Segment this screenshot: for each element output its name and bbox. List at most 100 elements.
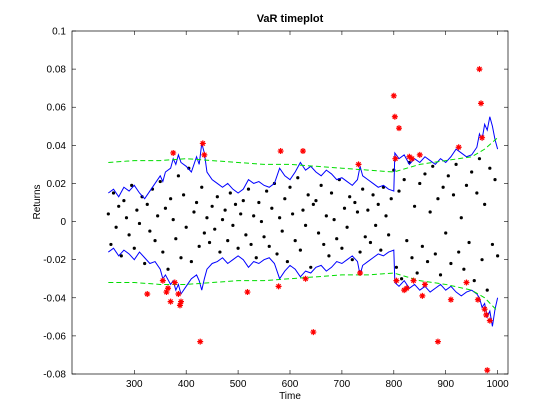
data-point [420, 244, 424, 248]
data-point [210, 204, 214, 208]
data-point [179, 256, 183, 260]
data-point [446, 174, 450, 178]
violation-marker [277, 148, 284, 155]
data-point [361, 187, 365, 191]
data-point [475, 191, 479, 195]
data-point [405, 239, 409, 243]
x-axis-label: Time [279, 391, 301, 402]
data-point [324, 214, 328, 218]
data-point [353, 200, 357, 205]
axes-box [71, 30, 509, 375]
data-point [348, 195, 352, 199]
violation-marker [299, 148, 306, 155]
data-point [436, 197, 440, 201]
violation-marker [455, 144, 462, 151]
y-tick-label: 0.08 [47, 65, 67, 76]
data-point [262, 235, 266, 239]
data-point [368, 240, 373, 245]
data-point [327, 254, 331, 258]
data-point [438, 273, 443, 277]
data-point [423, 172, 427, 176]
violation-marker [479, 134, 486, 141]
violation-marker [392, 155, 399, 162]
data-point [467, 240, 471, 245]
y-tick-label: 0 [60, 217, 66, 228]
data-point [130, 183, 134, 187]
data-point [431, 164, 435, 168]
violation-marker [144, 290, 151, 297]
data-point [119, 254, 123, 258]
y-tick-label: -0.08 [43, 370, 66, 381]
y-axis-label: Returns [32, 184, 43, 219]
data-point [156, 214, 160, 218]
data-point [376, 202, 380, 207]
violation-marker [163, 289, 170, 296]
data-point [389, 197, 393, 201]
data-point [265, 189, 269, 193]
data-point [444, 231, 448, 235]
data-point [345, 225, 349, 229]
data-point [241, 198, 245, 203]
violation-marker [447, 296, 454, 303]
violation-marker [483, 311, 490, 318]
data-point [311, 202, 315, 207]
violation-marker [357, 270, 364, 277]
data-point [451, 193, 456, 197]
chart-title: VaR timeplot [257, 13, 324, 25]
violation-marker [167, 298, 174, 305]
violation-marker [159, 277, 166, 284]
data-point [303, 223, 308, 227]
data-point [223, 208, 227, 212]
data-point [470, 170, 474, 174]
data-point [267, 244, 271, 248]
data-point [342, 206, 347, 210]
data-point [457, 250, 461, 254]
y-tick-label: -0.06 [43, 331, 66, 342]
data-point [114, 225, 118, 229]
data-point [194, 200, 199, 205]
data-point [425, 259, 430, 264]
violation-marker [178, 298, 184, 305]
data-point [244, 233, 248, 237]
violation-marker [463, 279, 470, 286]
data-point [399, 277, 404, 281]
violation-marker [197, 338, 204, 345]
data-point [275, 252, 279, 256]
data-point [106, 212, 110, 216]
data-point [192, 210, 196, 214]
data-point [254, 256, 258, 260]
violation-marker [302, 275, 309, 282]
data-point [449, 261, 453, 266]
data-point [464, 183, 469, 187]
data-point [278, 216, 282, 220]
violation-marker [401, 287, 408, 294]
data-point [148, 229, 152, 233]
dashed-line [108, 272, 498, 312]
data-point [384, 214, 388, 218]
data-point [350, 258, 354, 262]
violation-marker [410, 277, 417, 284]
violation-marker [165, 285, 172, 292]
data-point [189, 259, 193, 264]
data-point [161, 250, 165, 254]
x-tick-label: 500 [230, 379, 247, 390]
data-point [472, 279, 476, 283]
data-point [485, 288, 489, 292]
data-point [259, 219, 264, 224]
data-point [226, 239, 230, 243]
data-point [127, 233, 131, 237]
data-point [122, 198, 126, 203]
data-point [132, 246, 136, 250]
data-point [322, 242, 326, 247]
data-point [298, 248, 302, 252]
data-point [397, 189, 401, 193]
data-point [355, 210, 360, 214]
data-point [145, 202, 149, 207]
data-point [270, 206, 274, 210]
data-point [213, 227, 217, 231]
violation-marker [403, 285, 410, 292]
data-point [163, 206, 168, 210]
violation-marker [355, 161, 362, 168]
violation-marker [408, 155, 415, 162]
